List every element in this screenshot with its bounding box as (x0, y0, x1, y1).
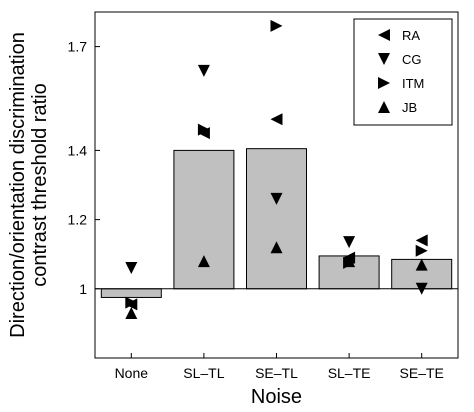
legend-box (353, 18, 453, 126)
legend-marker-cg (378, 53, 390, 65)
point-cg-1 (197, 64, 210, 77)
point-cg-0 (125, 262, 138, 275)
point-ra-2 (270, 113, 283, 126)
y-tick-label-2: 1.4 (68, 142, 88, 158)
bar-2 (246, 148, 307, 290)
point-jb-4 (415, 258, 428, 271)
legend-label-cg: CG (402, 52, 422, 67)
point-jb-0 (125, 307, 138, 320)
point-jb-3 (343, 255, 356, 268)
point-itm-1 (197, 123, 210, 136)
legend-marker-ra (378, 29, 390, 41)
y-axis-title-line-1: Direction/orientation discrimination (7, 32, 29, 338)
y-axis-title: Direction/orientation discrimination con… (7, 32, 51, 338)
point-cg-4 (415, 282, 428, 295)
legend-label-jb: JB (402, 100, 417, 115)
y-axis-title-line-2: contrast threshold ratio (29, 83, 51, 286)
x-tick-label-4: SE–TE (400, 365, 444, 381)
plot-area: 1 1.2 1.4 1.7 None SL–TL SE–TL SL–TE SE–TE (68, 11, 459, 381)
bar-1 (173, 149, 235, 290)
point-itm-2 (270, 19, 283, 32)
point-jb-2 (270, 241, 283, 254)
x-tick-label-3: SL–TE (328, 365, 371, 381)
legend-label-itm: ITM (402, 76, 424, 91)
y-tick-label-0: 1 (79, 281, 87, 297)
x-tick-label-0: None (115, 365, 149, 381)
bar-0 (100, 288, 162, 298)
point-cg-3 (343, 236, 356, 249)
legend-marker-jb (378, 101, 390, 113)
x-tick-label-2: SE–TL (255, 365, 298, 381)
point-cg-2 (270, 192, 283, 205)
legend: RA CG ITM JB (353, 18, 453, 126)
x-tick-label-1: SL–TL (183, 365, 224, 381)
legend-label-ra: RA (402, 28, 420, 43)
point-jb-1 (197, 255, 210, 268)
y-tick-label-3: 1.7 (68, 39, 88, 55)
point-itm-4 (415, 244, 428, 257)
point-ra-4 (415, 234, 428, 247)
point-itm-0 (125, 296, 138, 309)
x-axis-title: Noise (251, 386, 302, 408)
legend-marker-itm (378, 77, 390, 89)
y-tick-label-1: 1.2 (68, 212, 88, 228)
